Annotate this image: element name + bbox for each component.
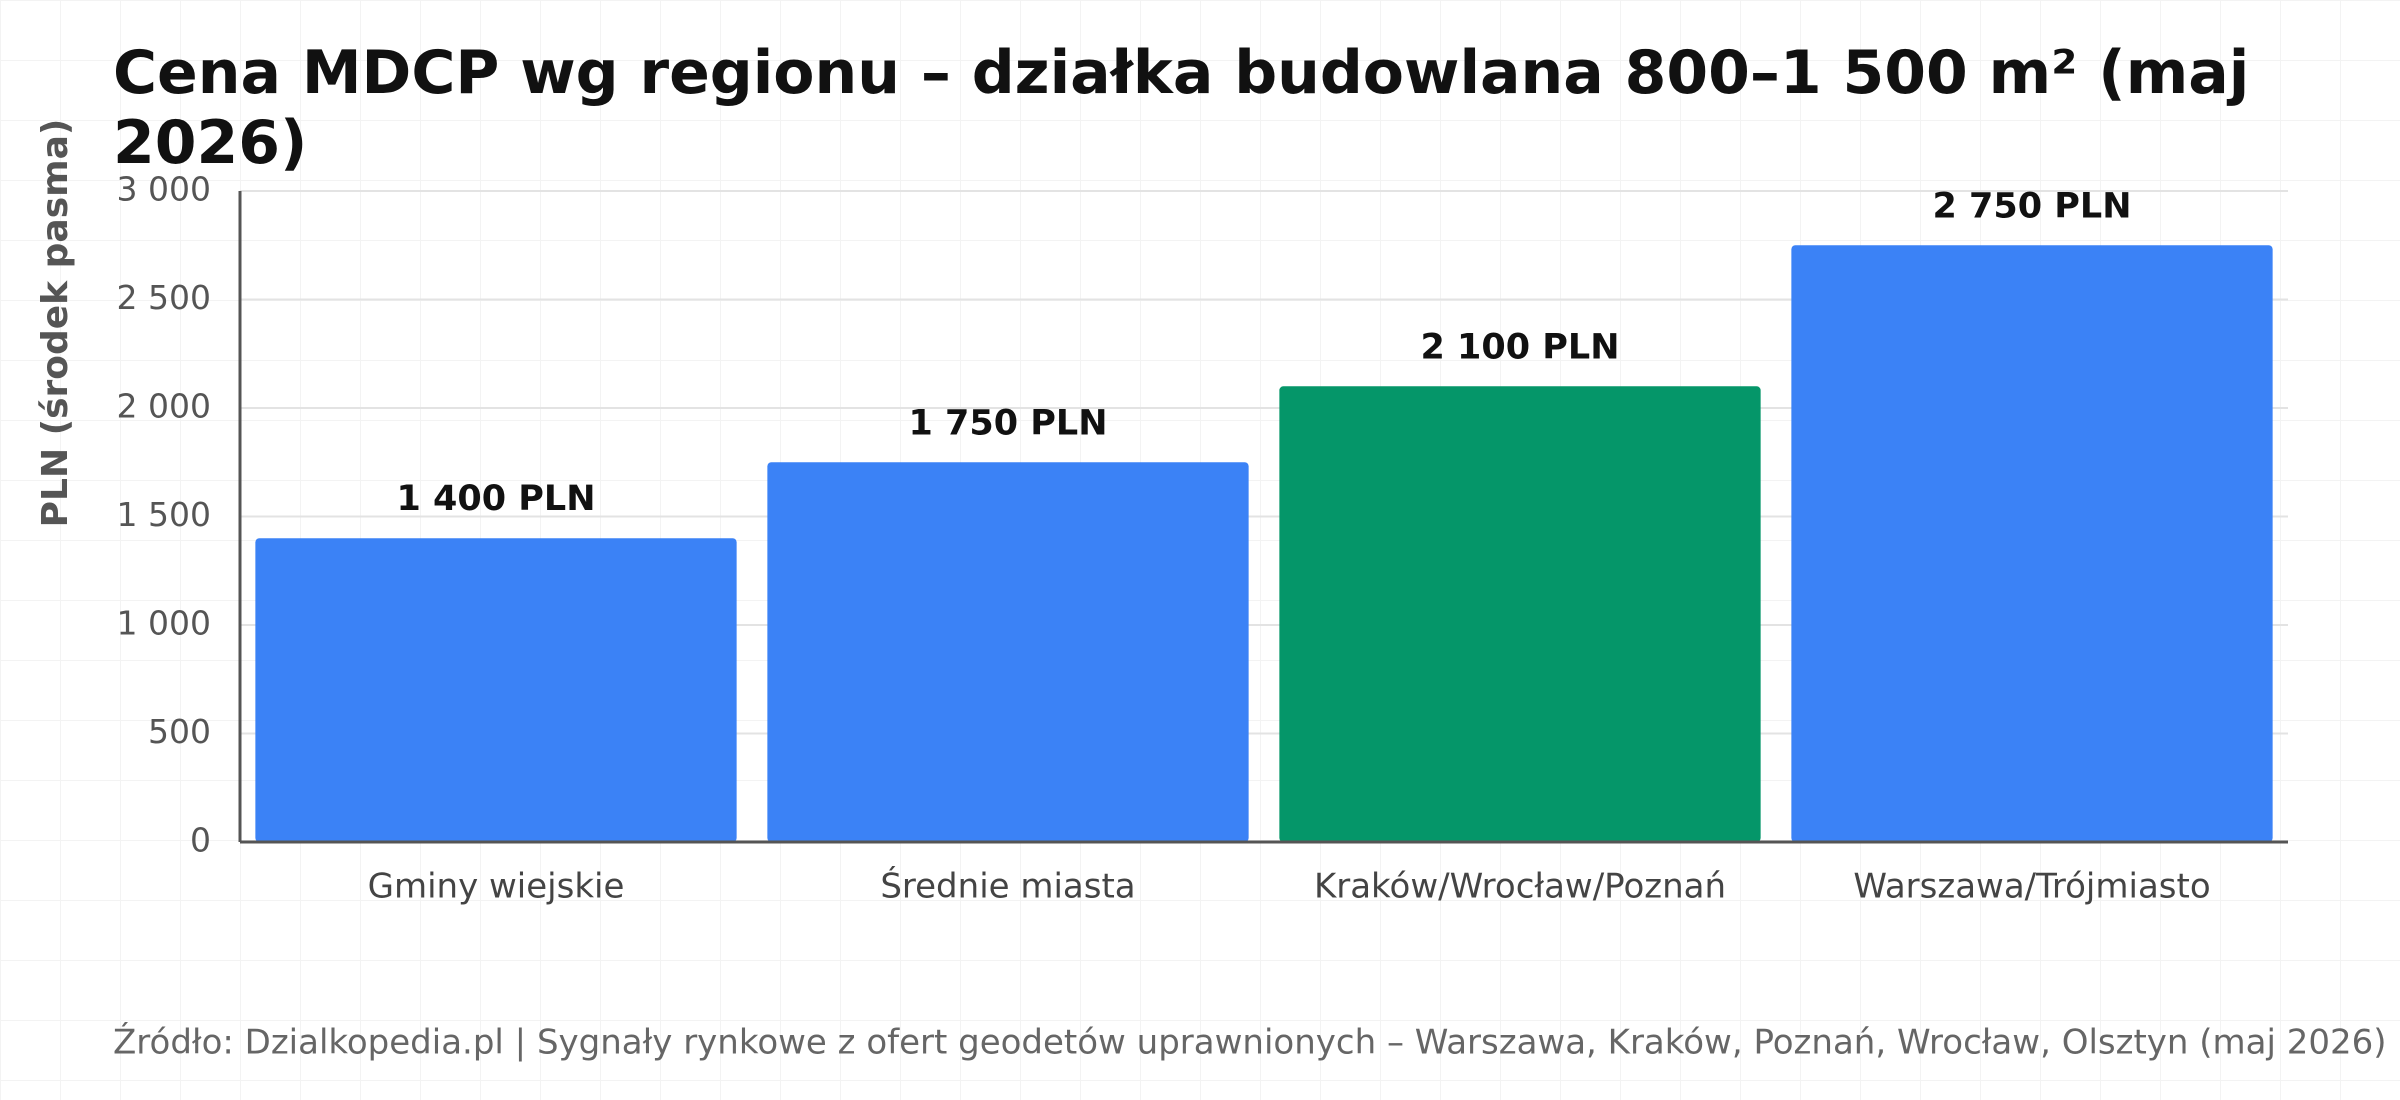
value-label: 2 100 PLN (1420, 327, 1619, 367)
bar (1279, 386, 1761, 842)
y-tick-label: 0 (190, 821, 211, 860)
chart-title: Cena MDCP wg regionu – działka budowlana… (113, 38, 2250, 178)
x-tick-label: Warszawa/Trójmiasto (1853, 867, 2210, 907)
bar (1791, 245, 2273, 842)
x-tick-label: Gminy wiejskie (368, 867, 625, 907)
y-axis-label: PLN (środek pasma) (35, 119, 76, 528)
value-label: 2 750 PLN (1932, 186, 2131, 226)
x-tick-label: Średnie miasta (880, 866, 1135, 907)
y-tick-label: 1 000 (117, 604, 211, 643)
value-label: 1 750 PLN (908, 403, 1107, 443)
bar (767, 462, 1249, 842)
source-note: Źródło: Dzialkopedia.pl | Sygnały rynkow… (113, 1022, 2387, 1063)
y-tick-label: 2 500 (117, 278, 211, 317)
y-tick-label: 2 000 (117, 387, 211, 426)
bar (255, 538, 737, 842)
y-tick-label: 3 000 (117, 170, 211, 209)
y-tick-label: 1 500 (117, 495, 211, 534)
x-tick-label: Kraków/Wrocław/Poznań (1314, 867, 1726, 907)
y-tick-label: 500 (148, 712, 211, 751)
value-label: 1 400 PLN (396, 479, 595, 519)
